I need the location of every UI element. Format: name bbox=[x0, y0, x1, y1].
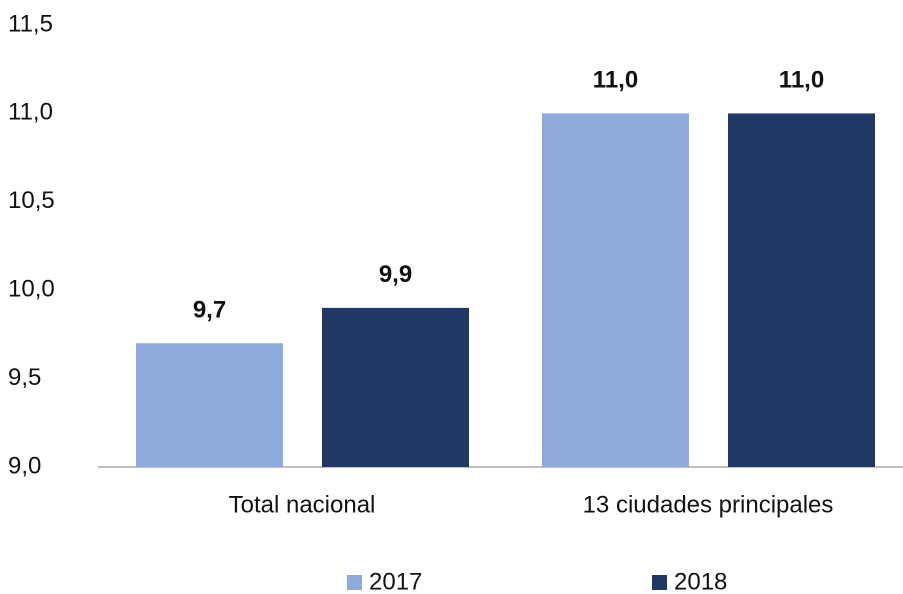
value-label: 9,7 bbox=[193, 297, 226, 324]
x-tick-label: Total nacional bbox=[229, 491, 376, 518]
y-tick-label: 9,5 bbox=[8, 364, 41, 391]
y-tick-label: 10,5 bbox=[8, 187, 55, 214]
y-tick-label: 11,5 bbox=[8, 10, 53, 37]
bar bbox=[728, 113, 875, 468]
legend-label: 2017 bbox=[369, 568, 422, 594]
bar bbox=[542, 113, 689, 468]
bar bbox=[322, 307, 469, 467]
y-tick-label: 9,0 bbox=[8, 452, 41, 479]
bar bbox=[136, 343, 283, 467]
value-label: 9,9 bbox=[379, 261, 412, 288]
value-label: 11,0 bbox=[779, 67, 824, 94]
y-tick-label: 10,0 bbox=[8, 276, 55, 303]
legend-swatch bbox=[347, 575, 362, 590]
legend-swatch bbox=[652, 575, 667, 590]
x-tick-label: 13 ciudades principales bbox=[583, 491, 834, 518]
value-label: 11,0 bbox=[593, 67, 638, 94]
legend-label: 2018 bbox=[674, 568, 727, 594]
y-tick-label: 11,0 bbox=[8, 99, 53, 126]
